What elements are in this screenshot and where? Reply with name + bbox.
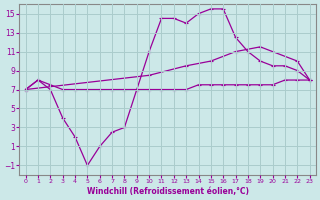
X-axis label: Windchill (Refroidissement éolien,°C): Windchill (Refroidissement éolien,°C) <box>87 187 249 196</box>
